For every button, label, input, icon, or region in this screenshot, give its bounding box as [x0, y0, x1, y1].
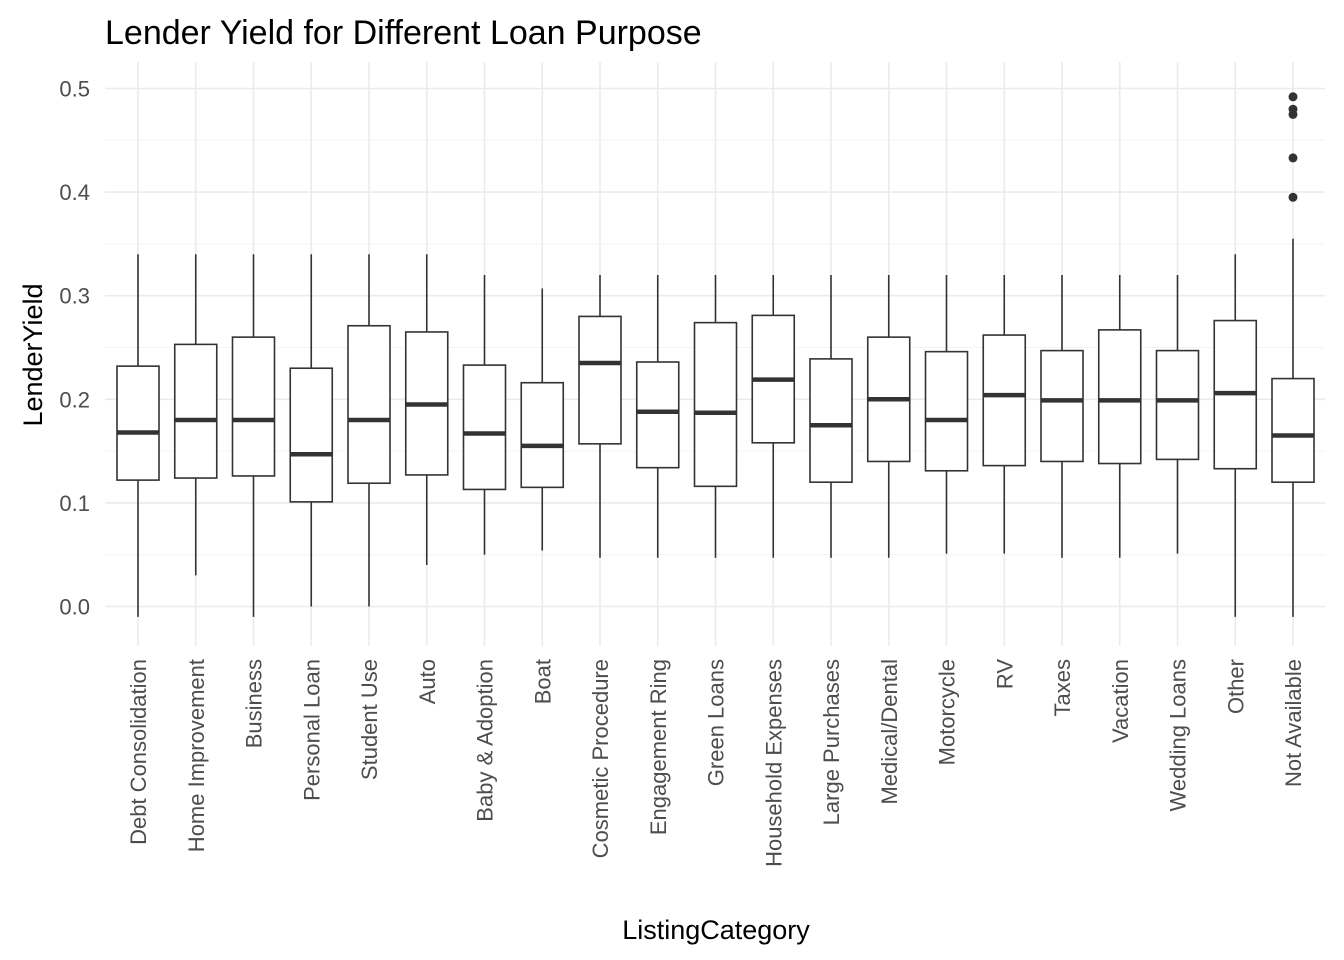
box-14: [924, 274, 969, 554]
box-rect: [578, 315, 622, 445]
x-tick-label: Engagement Ring: [646, 659, 671, 835]
box-18: [1155, 274, 1200, 554]
box-series: [116, 92, 1315, 617]
y-tick-label: 0.1: [59, 491, 90, 516]
box-19: [1213, 254, 1258, 617]
box-6: [462, 274, 507, 555]
box-12: [809, 274, 853, 558]
box-rect: [1155, 349, 1200, 461]
box-5: [404, 254, 449, 566]
x-tick-label: Green Loans: [704, 659, 729, 786]
box-9: [635, 274, 680, 558]
box-20: [1271, 92, 1315, 617]
outlier-point: [1288, 92, 1298, 102]
box-rect: [347, 324, 391, 485]
x-tick-label: Debt Consolidation: [126, 659, 151, 845]
box-8: [578, 274, 622, 558]
x-tick-label: Business: [242, 659, 267, 748]
box-rect: [462, 364, 507, 491]
box-rect: [1271, 377, 1315, 483]
y-tick-label: 0.0: [59, 595, 90, 620]
box-rect: [1097, 329, 1142, 465]
box-rect: [231, 336, 276, 477]
x-tick-label: Taxes: [1050, 659, 1075, 716]
box-rect: [520, 381, 565, 489]
box-15: [982, 274, 1027, 554]
y-tick-label: 0.2: [59, 387, 90, 412]
box-rect: [635, 361, 680, 469]
outlier-point: [1288, 104, 1298, 114]
x-tick-label: RV: [992, 659, 1017, 689]
y-axis-title: LenderYield: [18, 283, 48, 426]
box-rect: [982, 334, 1027, 467]
box-rect: [809, 358, 853, 483]
x-axis-title: ListingCategory: [622, 915, 810, 945]
box-rect: [1040, 349, 1084, 463]
box-17: [1097, 274, 1142, 558]
x-tick-label: Home Improvement: [184, 659, 209, 852]
x-tick-label: Other: [1223, 659, 1248, 714]
outlier-point: [1288, 192, 1298, 202]
y-axis-ticks: 0.0 0.1 0.2 0.3 0.4 0.5: [59, 77, 90, 620]
outlier-point: [1288, 153, 1298, 163]
box-rect: [693, 321, 738, 488]
box-3: [289, 254, 334, 607]
x-tick-label: Motorcycle: [935, 659, 960, 765]
chart-title: Lender Yield for Different Loan Purpose: [105, 14, 702, 52]
box-16: [1040, 274, 1084, 558]
x-tick-label: Boat: [530, 659, 555, 704]
box-10: [693, 274, 738, 558]
x-axis-ticks: Debt Consolidation Home Improvement Busine…: [126, 659, 1306, 867]
x-tick-label: Wedding Loans: [1166, 659, 1191, 812]
box-7: [520, 288, 565, 551]
x-tick-label: Cosmetic Procedure: [588, 659, 613, 858]
x-tick-label: Medical/Dental: [877, 659, 902, 805]
box-rect: [116, 365, 160, 481]
x-tick-label: Auto: [415, 659, 440, 704]
box-0: [116, 254, 160, 617]
box-11: [751, 274, 796, 558]
x-tick-label: Student Use: [357, 659, 382, 780]
x-tick-label: Vacation: [1108, 659, 1133, 743]
box-13: [866, 274, 911, 558]
box-rect: [289, 367, 334, 503]
box-4: [347, 254, 391, 607]
x-tick-label: Personal Loan: [299, 659, 324, 801]
x-tick-label: Not Available: [1281, 659, 1306, 787]
box-1: [173, 254, 218, 576]
box-rect: [173, 343, 218, 479]
box-rect: [924, 350, 969, 472]
box-2: [231, 254, 276, 617]
x-tick-label: Large Purchases: [819, 659, 844, 825]
x-tick-label: Household Expenses: [761, 659, 786, 867]
x-tick-label: Baby & Adoption: [473, 659, 498, 822]
y-tick-label: 0.4: [59, 180, 90, 205]
y-tick-label: 0.5: [59, 77, 90, 102]
y-tick-label: 0.3: [59, 284, 90, 309]
